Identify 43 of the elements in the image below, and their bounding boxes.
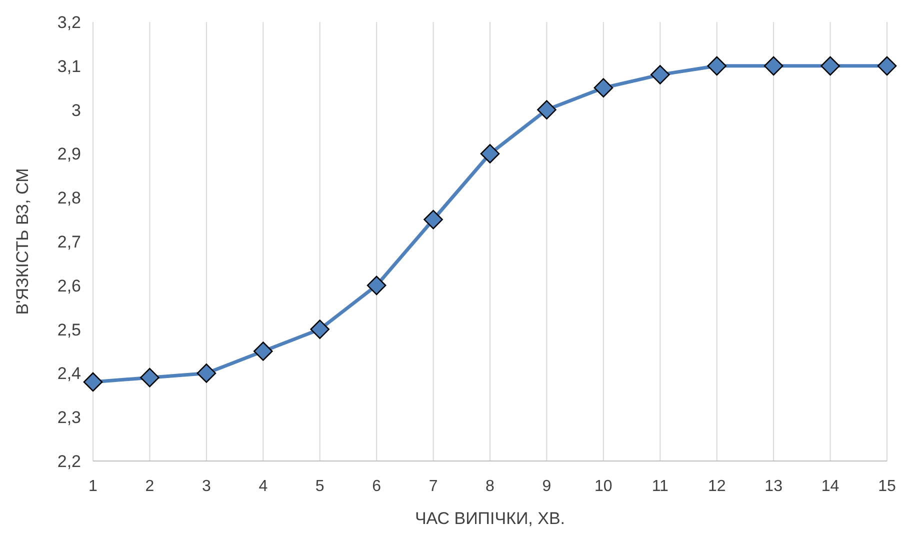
x-tick-label: 5 [315,478,324,495]
x-axis-title: ЧАС ВИПІЧКИ, ХВ. [414,509,566,528]
y-tick-label: 3,1 [57,56,81,76]
y-tick-label: 2,3 [57,408,81,428]
point [366,276,386,296]
y-tick-label: 2,7 [57,232,81,252]
y-tick-label: 2,9 [57,144,81,164]
y-axis-title: В'ЯЗКІСТЬ ВЗ, СМ [13,168,32,315]
point [310,320,330,339]
point [140,368,160,388]
point [820,56,840,76]
x-tick-label: 13 [764,478,783,495]
y-tick-label: 3,2 [57,12,81,32]
x-tick-label: 14 [821,478,840,495]
x-tick-label: 11 [652,478,669,495]
x-tick-label: 8 [486,478,495,495]
point [83,372,103,392]
x-tick-label: 12 [708,478,726,495]
point [594,78,614,98]
y-tick-label: 3 [72,100,81,120]
x-tick-label: 9 [542,478,552,495]
x-tick-label: 4 [258,478,268,495]
x-tick-label: 6 [372,478,382,495]
x-tick-label: 15 [878,478,896,495]
y-tick-label: 2,6 [57,276,81,296]
point [764,56,784,76]
x-tick-label: 1 [88,478,98,495]
x-tick-label: 2 [145,478,154,495]
point [480,144,500,164]
y-tick-label: 2,2 [57,452,81,471]
x-tick-label: 7 [428,478,438,495]
x-tick-label: 3 [202,478,211,495]
point [537,100,556,120]
y-tick-label: 2,8 [57,188,81,208]
x-tick-label: 10 [594,478,612,495]
point [424,210,443,230]
y-tick-label: 2,4 [57,364,81,384]
point [253,342,273,361]
point [650,65,670,84]
point [877,56,897,76]
point [707,56,727,76]
y-tick-label: 2,5 [57,320,81,340]
point [196,364,216,383]
